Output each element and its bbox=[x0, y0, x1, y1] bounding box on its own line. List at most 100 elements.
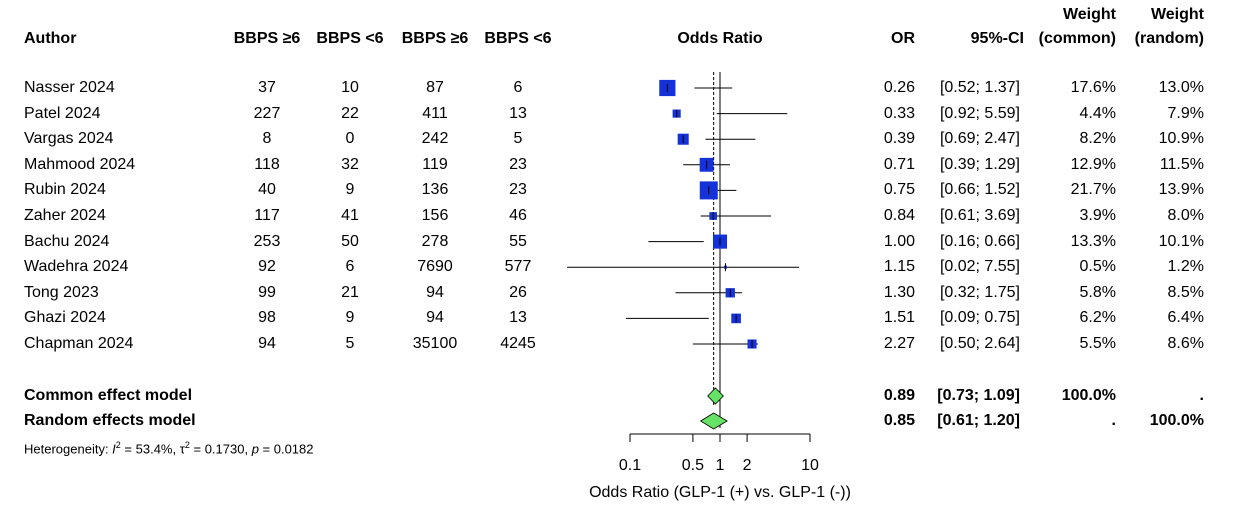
random-model-ci: [0.61; 1.20] bbox=[937, 412, 1020, 429]
p-value: = 0.0182 bbox=[258, 441, 314, 457]
study-or: 0.39 bbox=[883, 130, 915, 147]
common-model-weight-common: 100.0% bbox=[1061, 387, 1116, 404]
common-model-label: Common effect model bbox=[24, 387, 193, 404]
tick-label: 0.1 bbox=[618, 457, 642, 474]
study-ci: [0.92; 5.59] bbox=[939, 105, 1020, 122]
study-bbps-ge6-b: 136 bbox=[421, 181, 449, 198]
tick-label: 2 bbox=[742, 457, 752, 474]
study-weight-common: 21.7% bbox=[1070, 181, 1116, 198]
study-weight-random: 8.6% bbox=[1167, 335, 1204, 352]
study-weight-random: 10.1% bbox=[1158, 233, 1204, 250]
study-bbps-ge6-b: 7690 bbox=[417, 258, 453, 275]
study-author: Mahmood 2024 bbox=[24, 156, 136, 173]
header-odds-ratio: Odds Ratio bbox=[677, 30, 763, 47]
study-bbps-lt6-a: 21 bbox=[341, 284, 359, 301]
study-author: Rubin 2024 bbox=[24, 181, 106, 198]
study-bbps-ge6-a: 117 bbox=[254, 207, 280, 224]
study-bbps-ge6-b: 242 bbox=[421, 130, 449, 147]
study-bbps-ge6-a: 253 bbox=[253, 233, 281, 250]
study-bbps-lt6-a: 22 bbox=[341, 105, 359, 122]
study-bbps-ge6-a: 92 bbox=[258, 258, 276, 275]
study-author: Vargas 2024 bbox=[24, 130, 114, 147]
study-or: 0.26 bbox=[883, 79, 915, 96]
study-bbps-lt6-b: 23 bbox=[509, 156, 527, 173]
study-author: Patel 2024 bbox=[24, 105, 101, 122]
random-model-or: 0.85 bbox=[883, 412, 915, 429]
study-weight-random: 8.0% bbox=[1167, 207, 1204, 224]
header-author: Author bbox=[24, 30, 77, 47]
study-author: Wadehra 2024 bbox=[24, 258, 129, 275]
study-bbps-ge6-a: 40 bbox=[258, 181, 276, 198]
random-model-weight-common: . bbox=[1111, 412, 1116, 429]
study-author: Chapman 2024 bbox=[24, 335, 134, 352]
study-or: 0.75 bbox=[883, 181, 915, 198]
study-ci: [0.50; 2.64] bbox=[939, 335, 1020, 352]
study-bbps-ge6-b: 411 bbox=[422, 105, 448, 122]
study-weight-random: 13.0% bbox=[1158, 79, 1204, 96]
common-model-or: 0.89 bbox=[883, 387, 915, 404]
header-weight-random-top: Weight bbox=[1150, 6, 1204, 23]
header-bbps-lt6-a: BBPS <6 bbox=[316, 30, 384, 47]
study-bbps-lt6-b: 46 bbox=[509, 207, 527, 224]
study-author: Zaher 2024 bbox=[24, 207, 106, 224]
study-or: 0.33 bbox=[883, 105, 915, 122]
x-axis-label: Odds Ratio (GLP-1 (+) vs. GLP-1 (-)) bbox=[589, 484, 851, 501]
study-weight-common: 12.9% bbox=[1070, 156, 1116, 173]
study-bbps-lt6-b: 4245 bbox=[500, 335, 536, 352]
study-bbps-ge6-b: 87 bbox=[426, 79, 444, 96]
study-ci: [0.32; 1.75] bbox=[939, 284, 1020, 301]
study-weight-random: 8.5% bbox=[1167, 284, 1204, 301]
common-effect-diamond bbox=[707, 387, 724, 405]
study-weight-random: 6.4% bbox=[1167, 309, 1204, 326]
tick-label: 0.5 bbox=[681, 457, 705, 474]
random-model-label: Random effects model bbox=[24, 412, 196, 429]
study-or: 1.00 bbox=[883, 233, 915, 250]
study-or: 1.15 bbox=[883, 258, 915, 275]
study-bbps-ge6-b: 35100 bbox=[412, 335, 458, 352]
study-bbps-lt6-b: 23 bbox=[509, 181, 527, 198]
tick-label: 10 bbox=[801, 457, 819, 474]
tau-value: = 0.1730, bbox=[189, 441, 252, 457]
study-bbps-ge6-a: 8 bbox=[262, 130, 272, 147]
common-model-ci: [0.73; 1.09] bbox=[937, 387, 1020, 404]
heterogeneity-text: Heterogeneity: I2 = 53.4%, τ2 = 0.1730, … bbox=[24, 440, 314, 457]
study-bbps-lt6-b: 55 bbox=[509, 233, 527, 250]
study-weight-random: 10.9% bbox=[1158, 130, 1204, 147]
study-weight-common: 17.6% bbox=[1070, 79, 1116, 96]
header-bbps-ge6-a: BBPS ≥6 bbox=[233, 30, 301, 47]
study-or: 2.27 bbox=[883, 335, 915, 352]
study-ci: [0.66; 1.52] bbox=[939, 181, 1020, 198]
study-weight-common: 13.3% bbox=[1070, 233, 1116, 250]
study-weight-common: 8.2% bbox=[1079, 130, 1116, 147]
p-symbol: p bbox=[251, 441, 259, 457]
random-model-weight-random: 100.0% bbox=[1149, 412, 1204, 429]
study-author: Ghazi 2024 bbox=[24, 309, 106, 326]
study-ci: [0.61; 3.69] bbox=[939, 207, 1020, 224]
common-model-weight-random: . bbox=[1199, 387, 1204, 404]
study-bbps-lt6-a: 9 bbox=[345, 181, 355, 198]
study-weight-common: 0.5% bbox=[1079, 258, 1116, 275]
i2-symbol: I bbox=[112, 441, 116, 457]
study-bbps-lt6-a: 32 bbox=[341, 156, 359, 173]
header-ci: 95%-CI bbox=[970, 30, 1024, 47]
study-author: Tong 2023 bbox=[24, 284, 99, 301]
study-weight-common: 6.2% bbox=[1079, 309, 1116, 326]
study-bbps-lt6-b: 5 bbox=[513, 130, 523, 147]
study-bbps-ge6-a: 99 bbox=[258, 284, 276, 301]
study-weight-random: 1.2% bbox=[1167, 258, 1204, 275]
study-bbps-ge6-b: 156 bbox=[421, 207, 449, 224]
study-weight-common: 4.4% bbox=[1079, 105, 1116, 122]
study-bbps-ge6-a: 118 bbox=[254, 156, 280, 173]
study-bbps-lt6-b: 26 bbox=[509, 284, 527, 301]
tick-label: 1 bbox=[715, 457, 725, 474]
study-ci: [0.69; 2.47] bbox=[939, 130, 1020, 147]
tau-symbol: τ bbox=[179, 441, 185, 457]
study-author: Bachu 2024 bbox=[24, 233, 110, 250]
study-weight-common: 5.8% bbox=[1079, 284, 1116, 301]
study-bbps-ge6-a: 37 bbox=[258, 79, 276, 96]
header-bbps-ge6-b: BBPS ≥6 bbox=[401, 30, 469, 47]
study-weight-random: 13.9% bbox=[1158, 181, 1204, 198]
header-weight-common-top: Weight bbox=[1062, 6, 1116, 23]
study-author: Nasser 2024 bbox=[24, 79, 115, 96]
